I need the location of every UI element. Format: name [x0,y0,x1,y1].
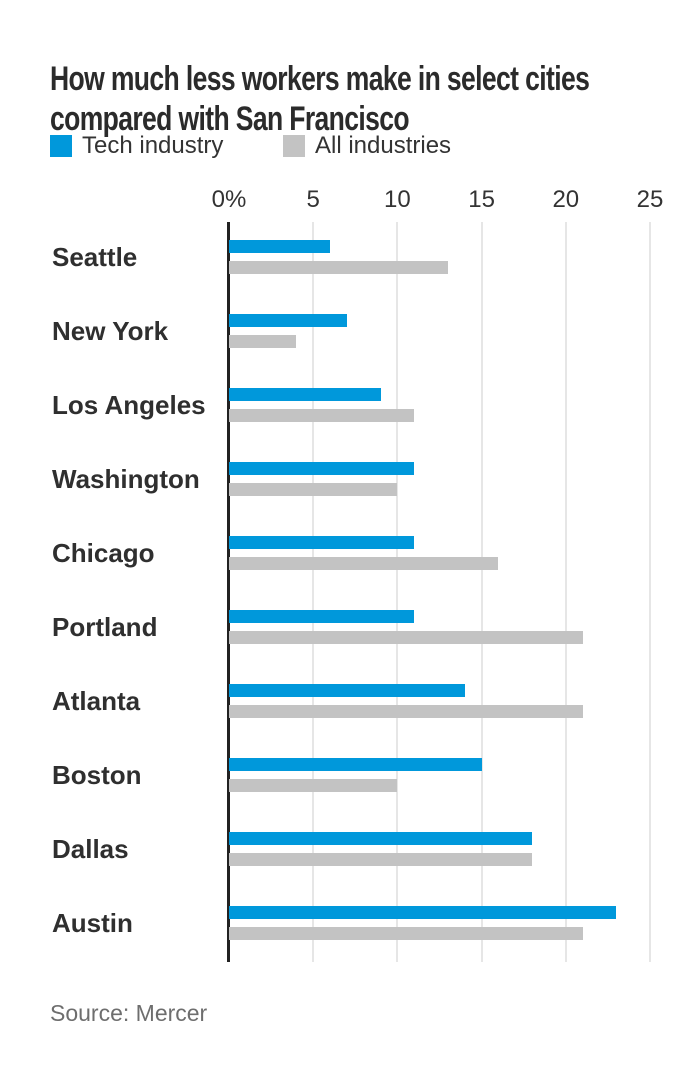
tech-industry-bar [229,536,415,549]
city-label: New York [52,315,169,346]
chart-title-line-2: compared with San Francisco [50,99,410,138]
tech-industry-bar [229,832,533,845]
all-industries-bar [229,705,583,718]
legend-item-all-industries: All industries [283,133,451,159]
city-row: Los Angeles [0,388,684,462]
city-row: Chicago [0,536,684,610]
x-tick-label: 15 [468,186,495,213]
city-bars [229,536,650,570]
city-row: Austin [0,906,684,980]
legend-label-all-industries: All industries [315,132,452,159]
x-tick-label: 20 [552,186,580,213]
city-label: Portland [52,611,158,642]
x-tick-label: 5 [306,186,320,213]
tech-industry-bar [229,388,381,401]
city-label: Los Angeles [52,389,206,420]
bar-rows: Seattle New York Los Angeles Washington … [0,240,684,980]
city-label: Boston [52,759,142,790]
legend: Tech industry All industries [50,133,650,159]
grid-line [564,222,567,962]
all-industries-bar [229,409,415,422]
chart-title-line-1: How much less workers make in select cit… [50,59,590,98]
zero-axis-line [227,222,230,962]
tech-industry-bar [229,610,415,623]
tech-industry-bar [229,240,331,253]
city-bars [229,832,650,866]
city-row: Atlanta [0,684,684,758]
legend-item-tech-industry: Tech industry [50,133,223,159]
grid-line [396,222,399,962]
city-bars [229,388,650,422]
plot-area [227,222,651,962]
all-industries-bar [229,927,583,940]
city-bars [229,610,650,644]
tech-industry-swatch-icon [50,135,72,157]
city-bars [229,906,650,940]
city-bars [229,240,650,274]
city-label: Chicago [52,537,155,568]
city-bars [229,758,650,792]
all-industries-bar [229,779,398,792]
all-industries-bar [229,557,499,570]
tech-industry-bar [229,906,617,919]
city-row: Seattle [0,240,684,314]
tech-industry-bar [229,314,347,327]
all-industries-bar [229,853,533,866]
city-bars [229,462,650,496]
source-note: Source: Mercer [50,1000,208,1026]
grid-line [312,222,315,962]
x-axis-labels: 0% 5 10 15 20 25 [212,186,664,216]
city-label: Atlanta [52,685,141,716]
grid-line [480,222,483,962]
all-industries-bar [229,335,297,348]
all-industries-bar [229,631,583,644]
x-tick-label: 10 [384,186,411,213]
tech-industry-bar [229,462,415,475]
all-industries-bar [229,261,448,274]
city-label: Dallas [52,833,129,864]
city-row: Portland [0,610,684,684]
grid-line [649,222,651,962]
city-bars [229,314,650,348]
city-row: Boston [0,758,684,832]
chart-title: How much less workers make in select cit… [50,59,590,139]
city-row: New York [0,314,684,388]
all-industries-bar [229,483,398,496]
city-bars [229,684,650,718]
city-label: Seattle [52,241,138,272]
tech-industry-bar [229,684,465,697]
city-label: Austin [52,907,133,938]
tech-industry-bar [229,758,482,771]
city-row: Washington [0,462,684,536]
city-row: Dallas [0,832,684,906]
x-tick-label: 0% [211,186,247,213]
all-industries-swatch-icon [283,135,305,157]
x-tick-label: 25 [636,186,664,213]
legend-label-tech-industry: Tech industry [82,132,224,159]
city-label: Washington [52,463,200,494]
